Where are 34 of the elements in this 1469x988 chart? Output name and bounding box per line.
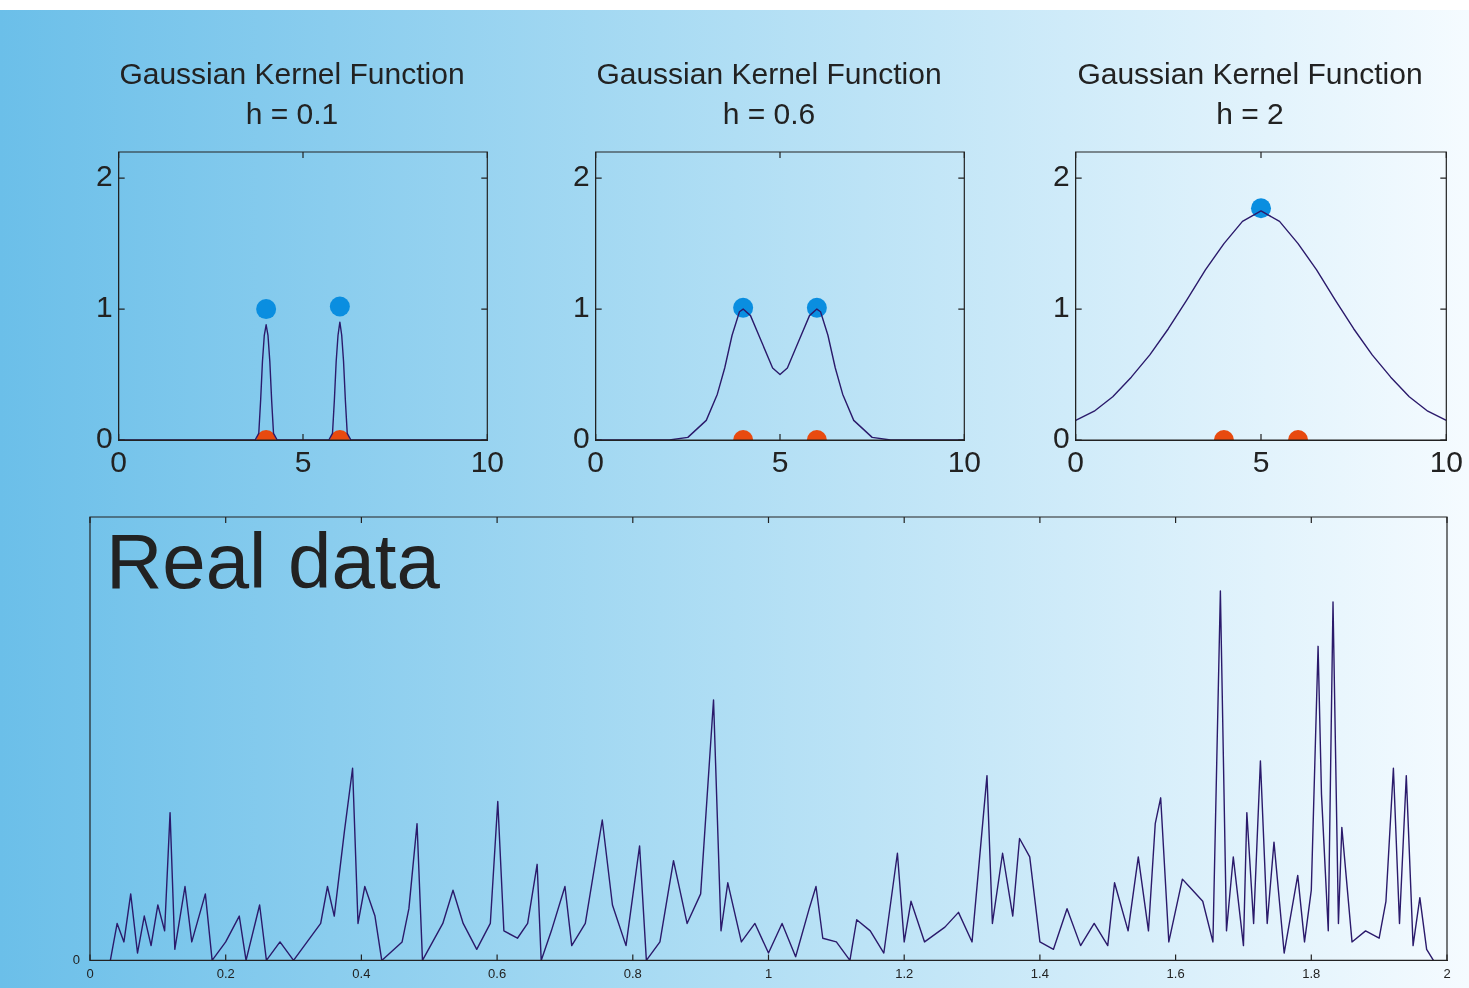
x-tick-label: 10: [1429, 445, 1463, 479]
text: 0: [72, 951, 80, 967]
x-tick-label: 0.6: [488, 965, 507, 981]
chart-title: Real data: [106, 516, 441, 605]
x-tick-label: 10: [947, 445, 981, 479]
x-tick-label: 0.8: [623, 965, 642, 981]
x-tick-label: 0.2: [216, 965, 235, 981]
x-tick-label: 1.4: [1030, 965, 1049, 981]
y-tick-label: 0: [573, 421, 590, 455]
chart-subtitle: h = 0.6: [722, 97, 816, 131]
chart-title: Gaussian Kernel Function: [1077, 57, 1423, 91]
x-tick-label: 1.2: [895, 965, 914, 981]
y-tick-label: 2: [573, 159, 590, 193]
x-tick-label: 1: [764, 965, 773, 981]
x-tick-label: 1.8: [1302, 965, 1321, 981]
y-tick-label: 0: [1053, 421, 1070, 455]
x-tick-label: 0: [86, 965, 94, 981]
chart-title: Gaussian Kernel Function: [596, 57, 942, 91]
x-tick-label: 10: [470, 445, 504, 479]
y-tick-label: 1: [96, 290, 113, 324]
y-tick-label: 2: [96, 159, 113, 193]
x-tick-label: 5: [1252, 445, 1270, 479]
chart-subtitle: h = 2: [1216, 97, 1284, 131]
y-tick-label: 1: [1053, 290, 1070, 324]
x-tick-label: 5: [294, 445, 312, 479]
chart-title: Gaussian Kernel Function: [119, 57, 465, 91]
x-tick-label: 0.4: [352, 965, 371, 981]
x-tick-label: 5: [771, 445, 789, 479]
y-tick-label: 0: [96, 421, 113, 455]
x-tick-label: 1.6: [1166, 965, 1185, 981]
chart-subtitle: h = 0.1: [245, 97, 339, 131]
y-tick-label: 1: [573, 290, 590, 324]
x-tick-label: 2: [1443, 965, 1451, 981]
y-tick-label: 2: [1053, 159, 1070, 193]
